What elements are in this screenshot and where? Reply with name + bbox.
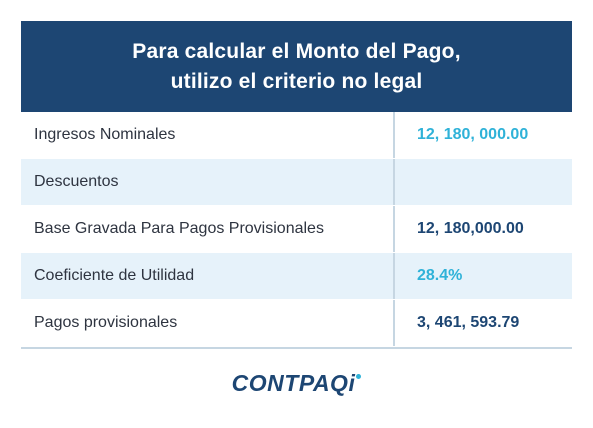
table-row-coeficiente: Coeficiente de Utilidad 28.4% bbox=[21, 253, 572, 300]
row-label: Ingresos Nominales bbox=[21, 112, 395, 158]
contpaqi-logo: CONTPAQi bbox=[0, 370, 593, 397]
table-row-descuentos: Descuentos bbox=[21, 159, 572, 206]
table-row-base-gravada: Base Gravada Para Pagos Provisionales 12… bbox=[21, 206, 572, 253]
header-title-line-1: Para calcular el Monto del Pago, bbox=[132, 39, 461, 63]
row-value: 12, 180,000.00 bbox=[417, 220, 524, 237]
row-label: Pagos provisionales bbox=[21, 300, 395, 346]
table-row-ingresos: Ingresos Nominales 12, 180, 000.00 bbox=[21, 112, 572, 159]
header-banner: Para calcular el Monto del Pago, utilizo… bbox=[21, 21, 572, 112]
table-row-pagos-provisionales: Pagos provisionales 3, 461, 593.79 bbox=[21, 300, 572, 347]
row-label: Base Gravada Para Pagos Provisionales bbox=[21, 206, 395, 252]
calculation-table: Ingresos Nominales 12, 180, 000.00 Descu… bbox=[21, 112, 572, 347]
table-bottom-border bbox=[21, 347, 572, 349]
header-title-line-2: utilizo el criterio no legal bbox=[170, 69, 423, 93]
row-label: Coeficiente de Utilidad bbox=[21, 253, 395, 299]
row-value: 3, 461, 593.79 bbox=[417, 314, 520, 331]
row-value bbox=[395, 159, 572, 205]
logo-dot-icon bbox=[356, 374, 362, 379]
logo-suffix: i bbox=[348, 370, 356, 396]
row-label: Descuentos bbox=[21, 159, 395, 205]
logo-text: CONTPAQ bbox=[231, 370, 349, 396]
row-value: 12, 180, 000.00 bbox=[417, 126, 529, 143]
row-value: 28.4% bbox=[395, 253, 572, 299]
